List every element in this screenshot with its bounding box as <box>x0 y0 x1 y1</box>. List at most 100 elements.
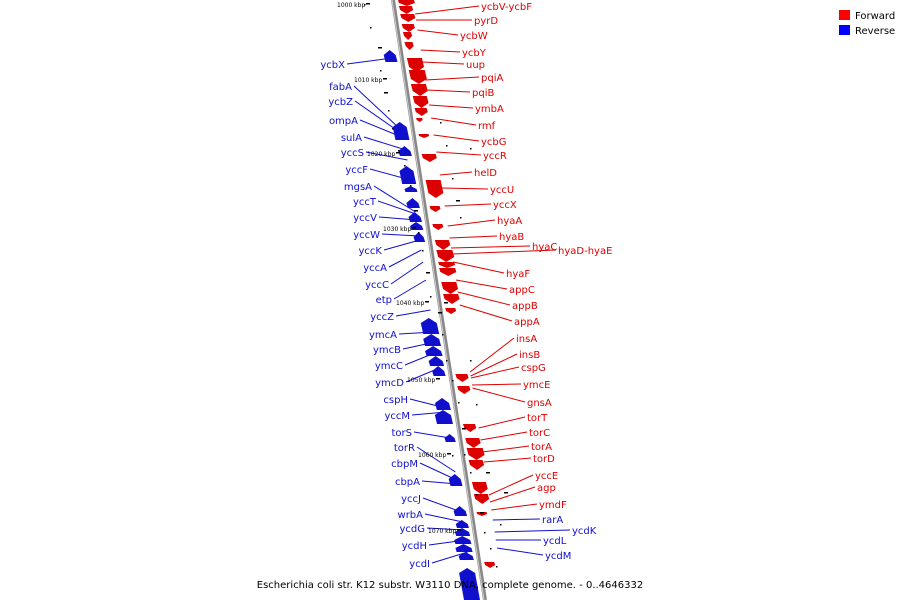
forward-gene-glyph <box>443 294 460 304</box>
forward-gene-label[interactable]: pqiA <box>481 73 503 84</box>
forward-gene-label[interactable]: insA <box>516 334 537 345</box>
forward-gene-label[interactable]: rmf <box>478 121 496 132</box>
forward-gene-glyph <box>434 240 451 250</box>
reverse-gene-label[interactable]: torR <box>394 443 415 454</box>
forward-connector-line <box>482 445 530 453</box>
forward-gene-label[interactable]: pyrD <box>474 16 498 27</box>
forward-gene-glyph <box>425 180 444 198</box>
reverse-gene-label[interactable]: yccV <box>353 213 377 224</box>
reverse-connector-line <box>409 398 446 409</box>
genome-axis <box>391 0 487 600</box>
forward-gene-label[interactable]: ycbV-ycbF <box>481 2 532 13</box>
forward-gene-label[interactable]: torA <box>531 442 552 453</box>
forward-gene-glyph <box>432 224 444 230</box>
reverse-connector-line <box>421 480 458 485</box>
forward-gene-glyph <box>401 24 415 32</box>
reverse-gene-label[interactable]: yccZ <box>370 312 394 323</box>
reverse-gene-label[interactable]: ymcC <box>375 361 403 372</box>
forward-gene-label[interactable]: cspG <box>521 363 546 374</box>
reverse-gene-label[interactable]: yccT <box>353 197 377 208</box>
reverse-connector-line <box>369 168 411 181</box>
forward-gene-label[interactable]: helD <box>474 168 497 179</box>
forward-gene-label[interactable]: hyaF <box>506 269 530 280</box>
forward-gene-label[interactable]: yccU <box>490 185 514 196</box>
reverse-gene-label[interactable]: etp <box>376 295 392 306</box>
feature-tick-mark <box>496 566 498 568</box>
reverse-gene-label[interactable]: ycdM <box>545 551 571 562</box>
forward-gene-label[interactable]: insB <box>519 350 540 361</box>
reverse-gene-label[interactable]: cbpA <box>395 477 420 488</box>
forward-gene-glyph <box>398 0 415 6</box>
reverse-gene-label[interactable]: ymcA <box>369 330 397 341</box>
reverse-gene-label[interactable]: yccC <box>365 280 389 291</box>
forward-gene-label[interactable]: gnsA <box>527 398 552 409</box>
reverse-gene-label[interactable]: ycdK <box>572 526 597 537</box>
forward-gene-label[interactable]: ycbY <box>462 48 487 59</box>
forward-gene-label[interactable]: ymcE <box>523 380 550 391</box>
forward-gene-glyph <box>414 108 428 116</box>
forward-gene-label[interactable]: appA <box>514 317 540 328</box>
reverse-gene-label[interactable]: mgsA <box>344 182 372 193</box>
forward-gene-label[interactable]: torC <box>529 428 550 439</box>
reverse-gene-label[interactable]: ycdG <box>399 524 425 535</box>
forward-gene-label[interactable]: hyaD-hyaE <box>558 246 612 257</box>
reverse-gene-label[interactable]: yccJ <box>401 494 421 505</box>
forward-gene-label[interactable]: appC <box>509 285 535 296</box>
feature-tick-mark <box>404 165 406 167</box>
feature-tick-mark <box>476 404 478 406</box>
reverse-gene-label[interactable]: yccF <box>345 165 368 176</box>
forward-gene-label[interactable]: ymdF <box>539 500 567 511</box>
forward-gene-label[interactable]: uup <box>466 60 485 71</box>
reverse-gene-label[interactable]: yccM <box>384 411 410 422</box>
forward-gene-label[interactable]: hyaA <box>497 216 522 227</box>
reverse-connector-line <box>359 119 405 139</box>
forward-gene-label[interactable]: ycbG <box>481 137 507 148</box>
forward-connector-line <box>415 5 480 15</box>
feature-tick-mark <box>440 122 442 124</box>
reverse-gene-label[interactable]: torS <box>392 428 413 439</box>
reverse-gene-label[interactable]: wrbA <box>398 510 424 521</box>
scale-tick-mark <box>383 78 387 80</box>
reverse-gene-label[interactable]: ycbX <box>320 60 345 71</box>
reverse-gene-label[interactable]: cbpM <box>391 459 418 470</box>
forward-connector-line <box>483 457 532 463</box>
reverse-gene-label[interactable]: ymcD <box>375 378 404 389</box>
forward-gene-label[interactable]: torD <box>533 454 555 465</box>
reverse-gene-label[interactable]: ompA <box>329 116 358 127</box>
reverse-connector-line <box>413 431 451 439</box>
forward-gene-label[interactable]: yccE <box>535 471 558 482</box>
reverse-gene-label[interactable]: yccS <box>341 148 364 159</box>
scale-tick-label: 1060 kbp <box>418 452 446 459</box>
reverse-gene-label[interactable]: ycdL <box>543 536 567 547</box>
reverse-gene-label[interactable]: cspH <box>383 395 408 406</box>
reverse-gene-glyph <box>455 544 473 552</box>
reverse-connector-line <box>404 351 438 366</box>
feature-tick-mark <box>398 150 400 152</box>
forward-gene-label[interactable]: torT <box>527 413 548 424</box>
reverse-gene-label[interactable]: ycbZ <box>328 97 353 108</box>
reverse-gene-label[interactable]: sulA <box>341 133 362 144</box>
reverse-gene-label[interactable]: yccA <box>363 263 387 274</box>
reverse-gene-label[interactable]: ycdH <box>402 541 427 552</box>
forward-gene-label[interactable]: hyaB <box>499 232 524 243</box>
forward-gene-label[interactable]: yccX <box>493 200 517 211</box>
forward-connector-line <box>422 61 465 65</box>
reverse-gene-label[interactable]: rarA <box>542 515 563 526</box>
reverse-gene-label[interactable]: fabA <box>329 82 352 93</box>
forward-gene-label[interactable]: ycbW <box>460 31 488 42</box>
reverse-connector-line <box>424 513 464 523</box>
forward-gene-glyph <box>408 70 427 84</box>
forward-gene-label[interactable]: pqiB <box>472 88 494 99</box>
forward-gene-label[interactable]: agp <box>537 483 556 494</box>
feature-tick-mark <box>452 380 454 382</box>
forward-gene-label[interactable]: yccR <box>483 151 507 162</box>
reverse-gene-label[interactable]: ycdI <box>409 559 430 570</box>
scale-tick-label: 1020 kbp <box>367 151 395 158</box>
reverse-gene-glyph <box>435 398 451 410</box>
reverse-gene-label[interactable]: yccK <box>359 246 383 257</box>
reverse-gene-label[interactable]: ymcB <box>373 345 401 356</box>
forward-gene-label[interactable]: ymbA <box>475 104 504 115</box>
reverse-gene-label[interactable]: yccW <box>353 230 380 241</box>
forward-gene-label[interactable]: hyaC <box>532 242 557 253</box>
forward-gene-label[interactable]: appB <box>512 301 538 312</box>
